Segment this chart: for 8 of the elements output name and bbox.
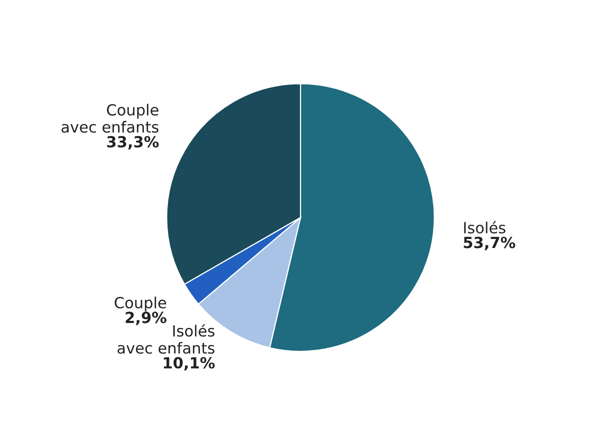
slice-label: Couple bbox=[114, 296, 166, 312]
data-label: 10,1% bbox=[164, 357, 215, 371]
slice-label: Isolés avec enfants bbox=[118, 324, 214, 354]
slice-label: Isolés bbox=[464, 221, 506, 234]
data-label: 2,9% bbox=[126, 312, 166, 326]
slice-label: Couple avec enfants bbox=[62, 104, 158, 133]
data-label: 53,7% bbox=[464, 236, 516, 250]
data-label: 33,3% bbox=[107, 136, 159, 150]
